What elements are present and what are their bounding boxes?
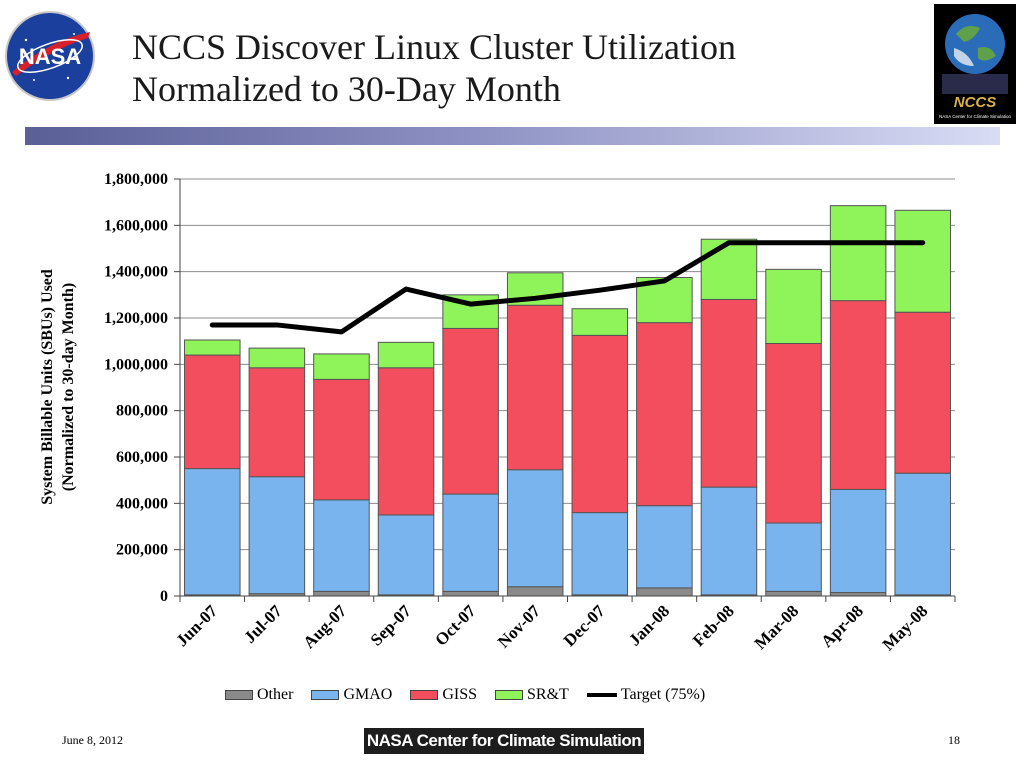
x-tick-label: Feb-08	[689, 601, 738, 650]
bar-giss-feb-08	[700, 298, 758, 488]
bar-giss-jun-07	[184, 354, 241, 470]
footer-date: June 8, 2012	[62, 733, 123, 747]
gridlines	[180, 178, 955, 597]
bar-gmao-dec-07	[571, 512, 629, 596]
target-line-series	[209, 240, 926, 335]
legend-swatch-giss	[410, 690, 439, 700]
chart-legend: Other GMAO GISS SR&T Target (75%)	[225, 684, 723, 706]
x-tick-label: Nov-07	[494, 601, 545, 652]
legend-label-gmao: GMAO	[343, 686, 393, 703]
legend-item-other: Other	[225, 686, 293, 704]
bar-giss-jan-08	[636, 322, 693, 507]
bars	[184, 205, 951, 597]
bar-sr-t-apr-08	[829, 205, 887, 302]
legend-swatch-srt	[495, 690, 524, 700]
footer-badge: NASA Center for Climate Simulation	[364, 728, 644, 754]
x-tick-label: Sep-07	[367, 601, 416, 650]
bar-gmao-oct-07	[442, 493, 499, 592]
bar-giss-dec-07	[571, 334, 629, 514]
legend-swatch-gmao	[311, 690, 340, 700]
bar-sr-t-may-08	[894, 209, 951, 313]
page-number: 18	[948, 733, 960, 747]
y-tick-label: 400,000	[116, 495, 168, 512]
bar-sr-t-sep-07	[377, 341, 435, 369]
title-line-2: Normalized to 30-Day Month	[132, 69, 561, 109]
bar-giss-sep-07	[377, 367, 435, 516]
y-tick-label: 800,000	[116, 403, 168, 420]
y-tick-label: 1,000,000	[104, 356, 168, 373]
bar-giss-jul-07	[248, 367, 306, 478]
bar-gmao-jun-07	[184, 468, 241, 596]
svg-text:NASA Center for Climate Simula: NASA Center for Climate Simulation	[939, 114, 1012, 119]
bar-other-aug-07	[313, 590, 370, 597]
bar-gmao-jul-07	[248, 476, 306, 595]
legend-label-giss: GISS	[442, 686, 478, 703]
legend-label-srt: SR&T	[527, 686, 569, 703]
bar-gmao-feb-08	[700, 486, 758, 596]
bar-sr-t-feb-08	[700, 238, 758, 300]
bar-sr-t-dec-07	[571, 308, 629, 336]
bar-giss-mar-08	[765, 342, 822, 524]
x-tick-label: Aug-07	[299, 601, 350, 652]
legend-label-target: Target (75%)	[620, 686, 706, 703]
legend-item-srt: SR&T	[495, 686, 569, 704]
legend-swatch-other	[225, 690, 253, 700]
bar-giss-apr-08	[829, 300, 887, 490]
bar-gmao-mar-08	[765, 522, 822, 592]
bar-gmao-jan-08	[636, 505, 693, 589]
svg-text:NCCS: NCCS	[954, 94, 997, 111]
bar-other-jan-08	[636, 587, 693, 597]
x-tick-label: Jun-07	[172, 601, 221, 650]
x-tick-label: Oct-07	[431, 601, 480, 650]
legend-item-giss: GISS	[410, 686, 477, 704]
x-tick-label: Jan-08	[625, 601, 673, 649]
bar-gmao-sep-07	[377, 514, 435, 596]
target-line	[209, 240, 926, 335]
y-tick-label: 600,000	[116, 449, 168, 466]
bar-other-oct-07	[442, 590, 499, 597]
y-tick-label: 1,800,000	[104, 171, 168, 188]
nasa-logo: NASA	[5, 11, 95, 101]
y-tick-label: 200,000	[116, 542, 168, 559]
bar-sr-t-aug-07	[313, 353, 370, 380]
bar-giss-may-08	[894, 311, 951, 474]
bar-giss-oct-07	[442, 327, 499, 495]
y-axis-label-line-2: (Normalized to 30-day Month)	[60, 283, 77, 491]
x-tick-label: Mar-08	[751, 601, 803, 653]
legend-label-other: Other	[257, 686, 294, 703]
legend-item-gmao: GMAO	[311, 686, 392, 704]
bar-gmao-nov-07	[506, 469, 564, 588]
y-axis-label-line-1: System Billable Units (SBUs) Used	[39, 269, 56, 505]
bar-sr-t-jul-07	[248, 347, 306, 369]
nccs-logo: NCCS NASA Center for Climate Simulation	[934, 4, 1016, 124]
bar-other-apr-08	[829, 592, 887, 597]
y-tick-label: 1,600,000	[104, 217, 168, 234]
slide-title: NCCS Discover Linux Cluster Utilization …	[132, 26, 736, 110]
title-divider-bar	[25, 127, 1000, 145]
x-tick-label: May-08	[879, 601, 932, 654]
bar-giss-aug-07	[313, 378, 370, 501]
y-tick-label: 1,200,000	[104, 310, 168, 327]
bar-gmao-may-08	[894, 472, 951, 596]
bar-gmao-apr-08	[829, 488, 887, 594]
y-tick-label: 0	[160, 588, 168, 605]
bar-other-nov-07	[506, 586, 564, 597]
x-tick-label: Dec-07	[560, 601, 609, 650]
bar-sr-t-jun-07	[184, 339, 241, 356]
x-tick-label: Jul-07	[240, 601, 286, 647]
legend-swatch-target	[586, 693, 617, 697]
svg-text:NASA: NASA	[19, 44, 81, 69]
title-line-1: NCCS Discover Linux Cluster Utilization	[132, 27, 736, 67]
x-tick-label: Apr-08	[817, 601, 867, 651]
y-tick-label: 1,400,000	[104, 264, 168, 281]
bar-other-mar-08	[765, 590, 822, 597]
legend-item-target: Target (75%)	[586, 686, 706, 704]
bar-sr-t-mar-08	[765, 268, 822, 344]
bar-gmao-aug-07	[313, 499, 370, 592]
bar-giss-nov-07	[506, 304, 564, 471]
